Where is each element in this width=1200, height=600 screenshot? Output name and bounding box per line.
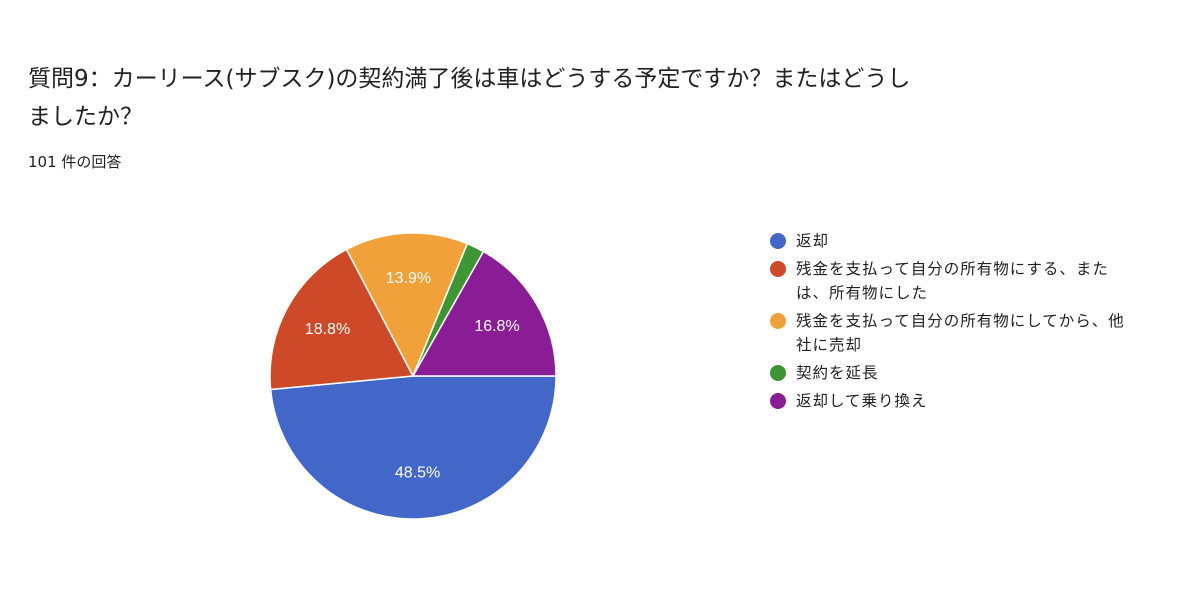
- legend-label: 返却: [796, 232, 830, 250]
- legend-dot-icon: [770, 365, 786, 381]
- legend-dot-icon: [770, 393, 786, 409]
- pie-slice-label: 48.5%: [395, 464, 440, 481]
- pie-slices: [269, 232, 557, 520]
- pie-slice-label: 16.8%: [474, 318, 519, 335]
- pie-slice-label: 18.8%: [305, 321, 350, 338]
- legend-dot-icon: [770, 233, 786, 249]
- legend-dot-icon: [770, 313, 786, 329]
- response-count: 101 件の回答: [28, 153, 122, 171]
- legend-item-buyout[interactable]: 残金を支払って自分の所有物にする、または、所有物にした: [770, 257, 1150, 305]
- legend-label: 返却して乗り換え: [796, 392, 928, 410]
- legend-item-return-and-switch[interactable]: 返却して乗り換え: [770, 389, 1150, 413]
- legend-dot-icon: [770, 261, 786, 277]
- legend-label: 残金を支払って自分の所有物にする、または、所有物にした: [796, 260, 1109, 302]
- legend-label: 契約を延長: [796, 364, 879, 382]
- pie-slice[interactable]: [345, 232, 469, 377]
- pie-slice[interactable]: [269, 248, 414, 391]
- legend-item-extend-contract[interactable]: 契約を延長: [770, 361, 1150, 385]
- chart-title: 質問9：カーリース(サブスク)の契約満了後は車はどうする予定ですか？またはどうし…: [28, 66, 911, 130]
- chart-legend: 返却 残金を支払って自分の所有物にする、または、所有物にした 残金を支払って自分…: [770, 229, 1150, 417]
- pie-slice[interactable]: [412, 250, 557, 377]
- pie-slice[interactable]: [269, 375, 557, 520]
- legend-label: 残金を支払って自分の所有物にしてから、他社に売却: [796, 312, 1125, 354]
- pie-slice-label: 13.9%: [386, 270, 431, 287]
- legend-item-buyout-and-sell[interactable]: 残金を支払って自分の所有物にしてから、他社に売却: [770, 309, 1150, 357]
- pie-slice-labels: 48.5% 18.8% 13.9% 16.8%: [305, 270, 520, 481]
- legend-item-return[interactable]: 返却: [770, 229, 1150, 253]
